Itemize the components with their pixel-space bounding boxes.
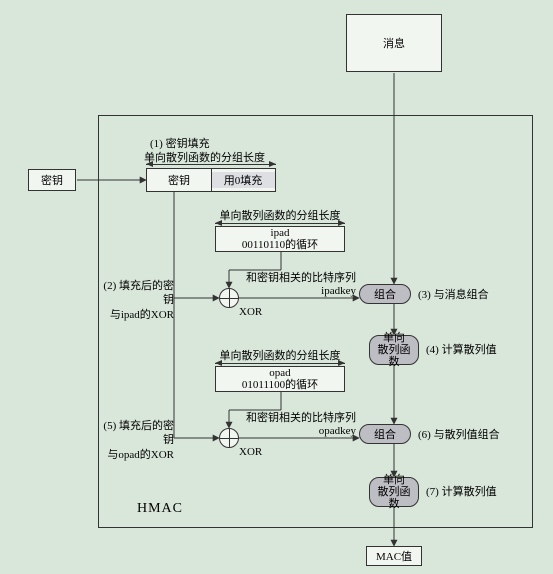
opad-box: opad 01011100的循环 [215,366,345,392]
step7-label: (7) 计算散列值 [426,485,497,499]
dim-arrow-opad [215,363,345,364]
combine2-box: 组合 [359,424,411,444]
hash1-box: 单向 散列函数 [369,335,419,365]
opad-len-label: 单向散列函数的分组长度 [205,349,355,363]
dim-arrow-key [146,164,276,165]
mac-label: MAC值 [376,548,412,564]
step5-label: (5) 填充后的密钥与opad的XOR [94,419,174,462]
dim-arrow-ipad [215,223,345,224]
step4-label: (4) 计算散列值 [426,343,497,357]
xor1-icon [219,288,239,308]
ipad-name: ipad [271,227,290,239]
xor2-icon [219,428,239,448]
hash1a: 单向 [383,332,405,344]
xor1-label: XOR [239,305,262,319]
padded-key-box: 密钥 用0填充 [146,168,276,192]
combine1-label: 组合 [374,286,396,302]
step1-title: (1) 密钥填充 [150,137,210,151]
external-key-box: 密钥 [28,169,76,191]
hmac-title: HMAC [137,500,183,518]
mac-box: MAC值 [366,546,422,566]
hash1b: 散列函数 [374,344,414,368]
message-label: 消息 [383,35,405,51]
hash2a: 单向 [383,474,405,486]
combine1-box: 组合 [359,284,411,304]
opad-name: opad [269,367,290,379]
ipad-box: ipad 00110110的循环 [215,226,345,252]
xor2-label: XOR [239,445,262,459]
step2-label: (2) 填充后的密钥与ipad的XOR [94,279,174,322]
ipad-len-label: 单向散列函数的分组长度 [205,209,355,223]
hash2-box: 单向 散列函数 [369,477,419,507]
step6-label: (6) 与散列值组合 [418,428,500,442]
key-inner-label: 密钥 [168,172,190,188]
message-box: 消息 [346,14,442,72]
combine2-label: 组合 [374,426,396,442]
opad-bits: 01011100的循环 [242,379,318,391]
pad-zero-label: 用0填充 [224,172,263,188]
opadkey-label: 和密钥相关的比特序列opadkey [246,412,356,438]
hash2b: 散列函数 [374,486,414,510]
step3-label: (3) 与消息组合 [418,288,489,302]
ipad-bits: 00110110的循环 [242,239,318,251]
external-key-label: 密钥 [41,172,63,188]
ipadkey-label: 和密钥相关的比特序列ipadkey [246,272,356,298]
